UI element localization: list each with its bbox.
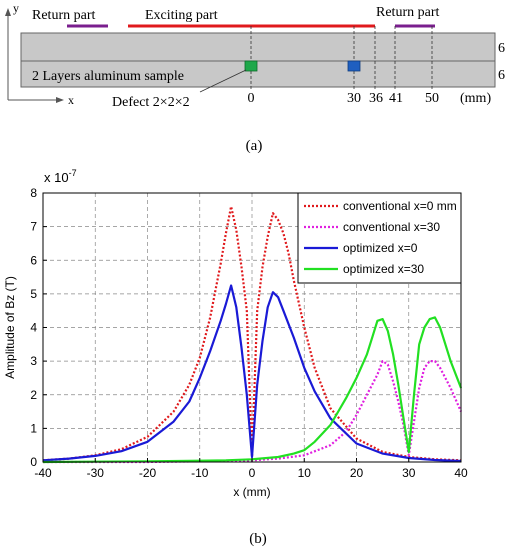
position-tick-50: 50 [425,91,439,106]
x-tick-label: -30 [87,466,105,480]
x-axis-arrowhead [56,97,64,103]
y-tick-label: 1 [30,421,37,435]
chart-ticks: -40 -30 -20 -10 0 10 20 30 40 0 1 2 3 4 5 6 7 8 [30,186,468,480]
position-tick-41: 41 [389,91,403,106]
y-tick-label: 3 [30,354,37,368]
y-axis-arrowhead [5,8,11,16]
exciting-part-label: Exciting part [145,8,218,23]
y-axis-label: Amplitude of Bz (T) [3,276,17,379]
x-tick-label: -40 [34,466,52,480]
panel-b-chart: x 10-7 -40 -30 -20 -10 0 10 20 30 40 0 1 2 3 4 5 6 7 8 Am… [3,168,468,547]
exponent-label: x 10-7 [44,168,77,185]
defect-label: Defect 2×2×2 [112,95,190,110]
defect-leader-line [199,69,247,93]
thickness-top: 6 [498,41,505,56]
x-tick-label: 40 [454,466,468,480]
position-guides [250,26,433,90]
y-tick-label: 2 [30,388,37,402]
plate-layer-bottom [20,60,496,88]
x-tick-label: 10 [298,466,312,480]
chart-series [42,205,463,464]
y-tick-label: 0 [30,455,37,469]
panel-a-schematic: y x Return part Exciting part Return par… [5,1,505,154]
defect-at-0 [244,60,258,72]
position-tick-30: 30 [347,91,361,106]
return-part-right-label: Return part [376,5,439,20]
thickness-bottom: 6 [498,68,505,83]
legend-label-1: conventional x=30 [343,220,440,234]
y-tick-label: 4 [30,321,37,335]
x-tick-label: 20 [350,466,364,480]
legend-label-3: optimized x=30 [343,262,424,276]
y-tick-label: 6 [30,253,37,267]
plate-layer-top [20,32,496,62]
position-tick-36: 36 [369,91,383,106]
sample-label: 2 Layers aluminum sample [32,69,184,84]
legend-label-2: optimized x=0 [343,241,418,255]
exponent-power: -7 [69,168,77,178]
position-tick-0: 0 [248,91,255,106]
y-tick-label: 7 [30,220,37,234]
series-line-2 [42,284,462,463]
y-tick-label: 8 [30,186,37,200]
x-axis-letter: x [68,93,74,107]
chart-grid [43,193,461,462]
defect-at-30 [347,60,361,72]
exponent-base: x 10 [44,170,69,185]
chart-legend: conventional x=0 mm conventional x=30 opti… [297,192,462,284]
caption-a: (a) [246,138,263,154]
y-tick-label: 5 [30,287,37,301]
series-line-3 [42,316,463,464]
x-axis-label: x (mm) [233,485,270,499]
position-unit: (mm) [460,91,491,106]
x-tick-label: 30 [402,466,416,480]
caption-b: (b) [249,531,267,547]
x-tick-label: 0 [249,466,256,480]
x-tick-label: -10 [191,466,209,480]
return-part-left-label: Return part [32,8,95,23]
legend-label-0: conventional x=0 mm [343,199,457,213]
y-axis-letter: y [13,1,19,15]
series-line-1 [43,360,463,464]
x-tick-label: -20 [139,466,157,480]
